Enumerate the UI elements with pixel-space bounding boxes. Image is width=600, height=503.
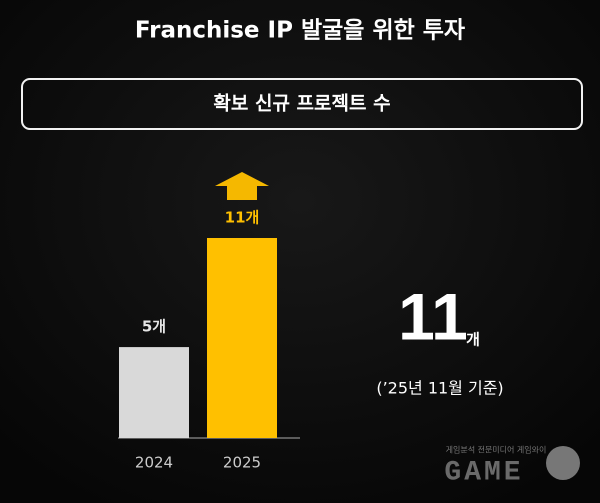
subtitle-box bbox=[21, 78, 583, 130]
chart-title: Franchise IP 발굴을 위한 투자 bbox=[135, 18, 465, 44]
watermark-logo: GAME bbox=[444, 457, 523, 488]
x-tick-label: 2024 bbox=[135, 454, 173, 472]
highlight-unit: 개 bbox=[466, 331, 480, 349]
bar bbox=[119, 347, 189, 438]
watermark-tagline: 게임분석 전문미디어 게임와이 bbox=[446, 445, 547, 455]
x-tick-label: 2025 bbox=[223, 454, 261, 472]
value-label: 11개 bbox=[225, 209, 260, 227]
chart-subtitle: 확보 신규 프로젝트 수 bbox=[213, 92, 390, 115]
highlight-note: (’25년 11월 기준) bbox=[376, 379, 503, 398]
watermark-icon bbox=[546, 446, 580, 480]
highlight-number: 11 bbox=[398, 279, 468, 353]
bar bbox=[207, 238, 277, 438]
value-label: 5개 bbox=[142, 318, 166, 336]
up-arrow bbox=[215, 172, 269, 200]
